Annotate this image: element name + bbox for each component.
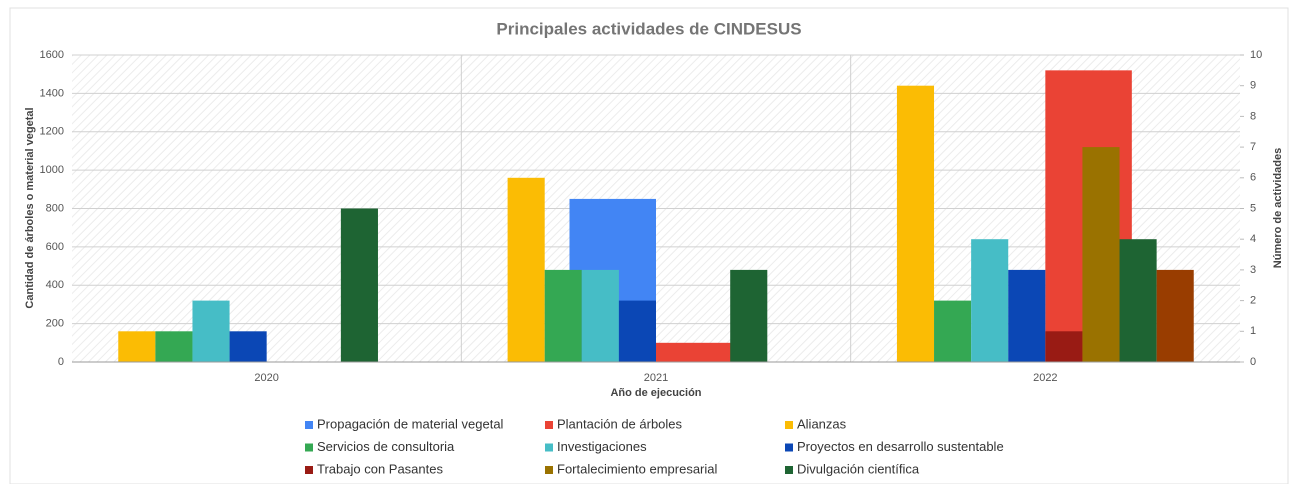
- bar: [192, 300, 230, 362]
- bar: [340, 208, 378, 362]
- y2-tick-label: 5: [1250, 202, 1256, 214]
- y2-axis-title: Número de actividades: [1272, 148, 1284, 268]
- legend-swatch: [545, 443, 553, 452]
- y-tick-label: 1600: [40, 49, 64, 61]
- legend-swatch: [305, 421, 313, 429]
- y2-tick-label: 10: [1250, 49, 1262, 61]
- y2-tick-label: 0: [1250, 356, 1256, 368]
- legend-swatch: [305, 443, 313, 452]
- bar: [544, 269, 582, 362]
- bar: [934, 300, 972, 362]
- y-tick-label: 800: [46, 202, 64, 214]
- y2-tick-label: 8: [1250, 110, 1256, 122]
- bar: [581, 269, 619, 362]
- y-tick-label: 1400: [40, 87, 64, 99]
- legend-label: Proyectos en desarrollo sustentable: [797, 439, 1004, 454]
- y-tick-label: 400: [46, 279, 64, 291]
- legend-swatch: [545, 466, 553, 474]
- bar: [896, 85, 935, 362]
- bar: [1119, 239, 1157, 362]
- y-tick-label: 1200: [40, 126, 64, 138]
- legend-label: Propagación de material vegetal: [317, 416, 504, 431]
- y-tick-label: 0: [58, 356, 64, 368]
- y2-tick-label: 1: [1250, 325, 1256, 337]
- y2-tick-label: 3: [1250, 264, 1256, 276]
- y2-tick-label: 2: [1250, 295, 1256, 307]
- bar: [118, 331, 156, 362]
- bar: [155, 331, 193, 362]
- legend-label: Trabajo con Pasantes: [317, 461, 443, 476]
- legend-label: Investigaciones: [557, 439, 647, 454]
- y2-tick-label: 6: [1250, 172, 1256, 184]
- y2-tick-label: 4: [1250, 233, 1256, 245]
- y-tick-label: 600: [46, 241, 64, 253]
- y2-tick-label: 9: [1250, 80, 1256, 92]
- legend-label: Fortalecimiento empresarial: [557, 461, 718, 476]
- legend-label: Servicios de consultoria: [317, 439, 455, 454]
- legend-label: Divulgación científica: [797, 461, 920, 476]
- legend-swatch: [305, 466, 313, 474]
- legend-swatch: [545, 421, 553, 429]
- x-tick-label: 2021: [644, 372, 668, 384]
- legend-swatch: [785, 466, 793, 474]
- y-tick-label: 200: [46, 318, 64, 330]
- bar: [1008, 269, 1046, 362]
- bar: [618, 300, 656, 362]
- legend-label: Plantación de árboles: [557, 416, 683, 431]
- bar: [1156, 269, 1194, 362]
- legend-swatch: [785, 443, 793, 452]
- y-axis-title: Cantidad de árboles o material vegetal: [24, 107, 36, 308]
- y2-tick-label: 7: [1250, 141, 1256, 153]
- bar: [507, 177, 545, 362]
- bar: [971, 239, 1009, 362]
- bar: [1045, 331, 1083, 362]
- x-tick-label: 2022: [1033, 372, 1057, 384]
- chart-title: Principales actividades de CINDESUS: [496, 19, 801, 38]
- x-tick-label: 2020: [254, 372, 278, 384]
- bar: [656, 342, 743, 362]
- bar: [1082, 147, 1120, 362]
- x-axis-title: Año de ejecución: [610, 387, 701, 399]
- bar: [730, 269, 768, 362]
- y-tick-label: 1000: [40, 164, 64, 176]
- bar: [229, 331, 267, 362]
- legend-label: Alianzas: [797, 416, 847, 431]
- legend-swatch: [785, 421, 793, 429]
